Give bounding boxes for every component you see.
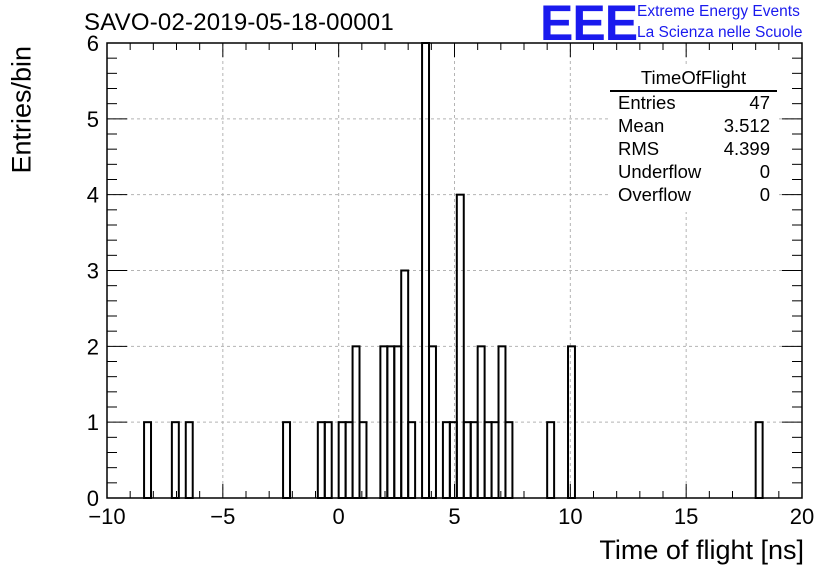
histogram-bin	[344, 421, 354, 499]
stats-value: 3.512	[723, 115, 770, 136]
logo-line-2: La Scienza nelle Scuole	[637, 24, 803, 41]
x-tick-label: −10	[88, 504, 125, 529]
histogram-bin	[441, 421, 451, 499]
x-axis-label: Time of flight [ns]	[599, 535, 804, 565]
stats-value: 0	[759, 161, 770, 182]
y-tick-label: 5	[87, 107, 99, 132]
histogram-bin	[400, 269, 410, 499]
stats-value: 4.399	[723, 138, 770, 159]
histogram-bin	[323, 421, 333, 499]
stats-row-mean: Mean 3.512	[618, 115, 770, 137]
plot-frame	[106, 42, 803, 499]
histogram-bin	[282, 421, 292, 499]
stats-row-overflow: Overflow 0	[618, 184, 770, 206]
tick-labels: −10 −5 0 5 10 15 20 0 1 2 3 4 5 6	[87, 31, 814, 529]
histogram-bin	[316, 421, 326, 499]
x-tick-label: 5	[448, 504, 460, 529]
plot-frame-rect	[106, 42, 803, 499]
y-tick-label: 1	[87, 410, 99, 435]
histogram-bin	[546, 421, 556, 499]
histogram-bin	[170, 421, 180, 499]
x-tick-label: 15	[674, 504, 698, 529]
histogram-bin	[504, 421, 514, 499]
histogram-bin	[462, 421, 472, 499]
stats-value: 0	[759, 184, 770, 205]
stats-box: TimeOfFlight Entries 47 Mean 3.512 RMS 4…	[610, 67, 777, 212]
stats-value: 47	[749, 92, 770, 113]
histogram-bin	[143, 421, 153, 499]
histogram-bin	[337, 421, 347, 499]
y-tick-label: 3	[87, 259, 99, 284]
y-tick-label: 6	[87, 31, 99, 56]
stats-row-underflow: Underflow 0	[618, 161, 770, 183]
histogram-bin	[358, 421, 368, 499]
histogram-bin	[448, 421, 458, 499]
eee-logo: EEE	[540, 0, 638, 51]
x-tick-label: 20	[790, 504, 814, 529]
y-tick-label: 4	[87, 183, 99, 208]
stats-key: Mean	[618, 115, 665, 136]
histogram-bin	[490, 421, 500, 499]
y-tick-label: 0	[87, 486, 99, 511]
stats-key: Underflow	[618, 161, 702, 182]
stats-row-rms: RMS 4.399	[618, 138, 770, 160]
x-tick-label: 0	[333, 504, 345, 529]
stats-key: RMS	[618, 138, 660, 159]
stats-box-divider	[610, 90, 777, 92]
histogram-bin	[754, 421, 764, 499]
x-tick-label: −5	[210, 504, 235, 529]
stats-row-entries: Entries 47	[618, 92, 770, 114]
histogram-bin	[483, 421, 493, 499]
logo-line-1: Extreme Energy Events	[637, 3, 800, 20]
chart-title: SAVO-02-2019-05-18-00001	[84, 9, 394, 36]
histogram-bin	[184, 421, 194, 499]
stats-key: Overflow	[618, 184, 691, 205]
histogram-bin	[407, 421, 417, 499]
y-tick-label: 2	[87, 334, 99, 359]
stats-box-title: TimeOfFlight	[640, 67, 747, 88]
stats-key: Entries	[618, 92, 676, 113]
histogram-bin	[469, 421, 479, 499]
x-tick-label: 10	[558, 504, 582, 529]
